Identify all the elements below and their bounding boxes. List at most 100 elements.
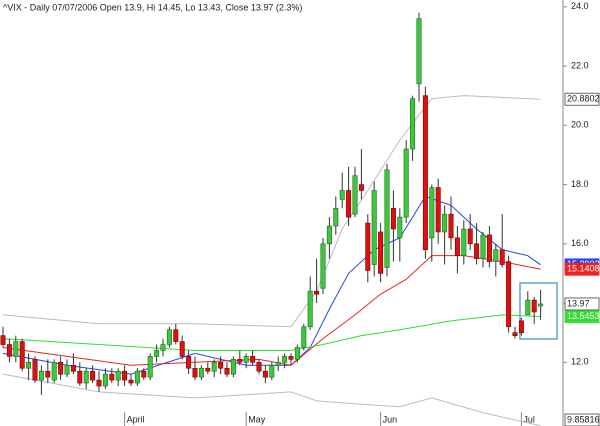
candle-body — [58, 362, 64, 375]
candle-body — [218, 362, 224, 369]
candle-body — [448, 213, 454, 239]
candle-body — [403, 148, 409, 218]
candle-body — [38, 370, 44, 381]
candle-body — [378, 231, 384, 274]
candle-body — [352, 175, 358, 215]
candle-body — [26, 362, 32, 369]
candle-body — [307, 290, 313, 328]
candle-body — [390, 207, 396, 230]
candle-body — [205, 367, 211, 372]
candle-body — [301, 326, 307, 348]
candle-body — [346, 190, 352, 218]
candle-body — [19, 341, 25, 369]
candle-body — [179, 341, 185, 357]
indicator-label-box — [564, 413, 600, 426]
candle-body — [166, 329, 172, 345]
candle-body — [109, 373, 115, 381]
candle-body — [269, 364, 275, 378]
indicator-label-box — [564, 92, 600, 106]
candle-body — [134, 370, 140, 384]
candle-body — [70, 364, 76, 372]
candle-body — [77, 370, 83, 384]
candle-body — [96, 379, 102, 387]
candle-body — [442, 213, 448, 233]
candle-body — [422, 95, 428, 251]
candle-body — [429, 187, 435, 239]
candle-body — [397, 216, 403, 239]
y-tick-label: 18.0 — [571, 179, 589, 189]
indicator-line — [2, 95, 541, 328]
close-label-box — [564, 297, 600, 311]
candle-body — [474, 243, 480, 259]
candle-body — [83, 370, 89, 384]
candle-body — [538, 303, 544, 307]
candle-body — [525, 299, 531, 316]
candle-body — [45, 370, 51, 378]
x-tick-label: Jul — [523, 414, 535, 424]
candle-body — [243, 356, 249, 363]
indicator-label: 13.5453 — [567, 311, 600, 321]
candle-body — [192, 367, 198, 378]
y-tick-label: 20.0 — [571, 120, 589, 130]
candle-body — [410, 98, 416, 150]
x-tick-label: May — [248, 414, 266, 424]
candle-body — [314, 290, 320, 295]
plot-area — [0, 0, 563, 426]
candle-body — [326, 225, 332, 245]
candle-body — [211, 362, 217, 372]
candle-body — [365, 222, 371, 271]
candle-body — [6, 344, 12, 357]
candle-body — [435, 187, 441, 233]
candle-body — [224, 367, 230, 375]
highlight-box — [519, 282, 558, 340]
candle-body — [115, 370, 121, 381]
candle-body — [371, 190, 377, 265]
indicator-label: 20.8802 — [567, 94, 600, 104]
indicator-line — [2, 373, 541, 426]
candle-body — [480, 234, 486, 259]
candle-body — [531, 299, 537, 313]
candle-body — [230, 359, 236, 375]
candle-body — [282, 356, 288, 363]
candle-body — [147, 356, 153, 378]
candle-body — [275, 362, 281, 366]
candle-body — [128, 379, 134, 384]
indicator-label-box — [564, 262, 600, 276]
indicator-label: 9.85816 — [567, 414, 600, 424]
candle-body — [512, 332, 518, 336]
candle-body — [320, 243, 326, 289]
candle-body — [499, 249, 505, 265]
candle-body — [467, 228, 473, 245]
candle-body — [198, 367, 204, 378]
y-tick-label: 24.0 — [571, 1, 589, 11]
candle-body — [416, 18, 422, 85]
candle-body — [90, 370, 96, 381]
y-tick-label: 16.0 — [571, 238, 589, 248]
y-tick-label: 22.0 — [571, 60, 589, 70]
candle-body — [493, 249, 499, 262]
candle-body — [294, 347, 300, 360]
candle-body — [160, 344, 166, 351]
candle-body — [173, 329, 179, 342]
candle-body — [122, 370, 128, 381]
candle-body — [506, 261, 512, 328]
candle-body — [461, 228, 467, 256]
candle-body — [102, 373, 108, 387]
candle-body — [454, 237, 460, 256]
indicator-label: 15.1408 — [567, 264, 600, 274]
candle-body — [141, 370, 147, 378]
candle-body — [32, 359, 38, 381]
candle-body — [486, 234, 492, 262]
chart-title: ^VIX - Daily 07/07/2006 Open 13.9, Hi 14… — [3, 2, 302, 12]
candle-body — [339, 190, 345, 200]
candle-body — [13, 341, 19, 357]
close-label: 13.97 — [567, 298, 590, 308]
candle-body — [237, 359, 243, 363]
candle-body — [518, 320, 524, 333]
candle-body — [262, 370, 268, 378]
x-tick-label: April — [127, 414, 145, 424]
x-tick-label: Jun — [383, 414, 398, 424]
candle-body — [250, 356, 256, 363]
